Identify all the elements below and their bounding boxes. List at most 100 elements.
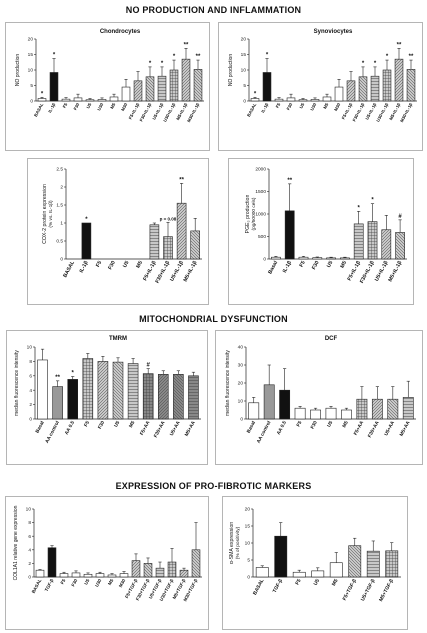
y-tick-label: 0 (263, 257, 266, 263)
y-tick-label: 10 (245, 541, 251, 547)
significance-label: * (161, 61, 164, 67)
significance-label: ** (184, 42, 189, 48)
y-tick-label: 2 (29, 402, 32, 408)
x-tick-label: M30 (120, 102, 129, 112)
bar (248, 402, 260, 420)
bar (271, 256, 281, 260)
significance-label: * (371, 198, 374, 204)
bar (35, 569, 45, 578)
y-axis-label: α-SMA expression (229, 522, 235, 564)
x-tick-label: BASAL (246, 102, 258, 118)
y-tick-label: 10 (27, 345, 33, 351)
y-axis-label: PGE₂ production (245, 195, 251, 234)
y-tick-label: 0 (28, 575, 31, 581)
y-tick-label: 20 (28, 37, 34, 43)
bar (382, 69, 392, 102)
x-tick-label: F5 (83, 420, 91, 428)
bar (310, 99, 320, 102)
significance-label: # (147, 363, 151, 369)
bar (406, 69, 416, 102)
y-tick-label: 10 (241, 68, 247, 74)
bar (52, 386, 63, 420)
y-axis-label: COX-2 protein expression (42, 184, 48, 244)
x-tick-label: IL-1β (282, 260, 293, 274)
bar (83, 573, 93, 578)
panel-dcf: DCF 0 10 20 30 40 median fluorescence intensit… (215, 330, 423, 465)
bar (95, 573, 105, 578)
bar (329, 562, 343, 578)
bar (67, 379, 79, 420)
x-tick-label: M5 (339, 260, 348, 269)
bar (107, 574, 117, 578)
y-tick-label: 6 (28, 534, 31, 540)
y-tick-label: 1000 (255, 212, 266, 218)
bar (193, 69, 203, 102)
x-tick-label: AA control (44, 420, 61, 444)
panel-tmrm: TMRM 0 2 4 6 8 10 median fluorescence intensity… (6, 330, 208, 465)
x-tick-label: F30 (107, 260, 117, 271)
x-tick-label: F30 (310, 420, 319, 430)
bar (85, 99, 95, 102)
y-tick-label: 0 (60, 257, 63, 263)
bar (133, 80, 143, 102)
bar (326, 257, 336, 260)
y-tick-label: 4 (29, 388, 32, 394)
bar (358, 76, 368, 102)
x-tick-label: U5 (313, 578, 321, 587)
y-tick-label: 1500 (255, 189, 266, 195)
y-tick-label: 15 (241, 52, 247, 58)
bar (109, 96, 119, 102)
y-tick-label: 8 (28, 520, 31, 526)
y-tick-label: 10 (26, 507, 32, 513)
panel-pge2: 0 500 1000 1500 2000 PGE₂ production (pg/50000… (228, 158, 414, 305)
x-tick-label: BASAL (31, 578, 43, 594)
x-tick-label: F5+IL-1β (128, 102, 141, 120)
chart-title: Synoviocytes (314, 29, 353, 35)
bar (370, 75, 380, 102)
x-tick-label: U5 (83, 578, 90, 586)
bar (346, 80, 356, 102)
x-tick-label: M5 (135, 260, 144, 269)
y-tick-label: 0 (247, 575, 250, 581)
bar (155, 567, 165, 578)
bar (387, 398, 399, 420)
significance-label: ** (397, 42, 402, 48)
x-tick-label: U5 (326, 420, 334, 429)
x-tick-label: F30+IL-1β (138, 102, 152, 122)
bar (274, 98, 284, 102)
bar (173, 374, 184, 420)
x-tick-label: TGF-β (44, 578, 55, 592)
x-tick-label: F30+IL-1β (351, 102, 365, 122)
bar (310, 409, 321, 420)
y-axis-label: COL1A1 relative gene expression (13, 505, 19, 580)
y-tick-label: 5 (243, 83, 246, 89)
y-axis-label: NO production (228, 54, 234, 86)
bar (157, 75, 167, 102)
bar (255, 567, 269, 578)
panel-asma: 0 5 10 15 20 α-SMA expression (% of positivity… (222, 496, 408, 630)
x-tick-label: U30+IL-1β (375, 102, 389, 123)
bar (188, 375, 199, 420)
x-tick-label: M5+IL-1β (183, 260, 199, 283)
x-tick-label: Basal (267, 260, 279, 276)
bar (274, 535, 288, 578)
x-tick-label: BASAL (33, 102, 45, 118)
bar (341, 409, 352, 420)
y-tick-label: 20 (241, 37, 247, 43)
bar (191, 549, 201, 578)
y-axis-label: NO production (15, 54, 21, 86)
bar (97, 99, 107, 102)
y-tick-label: 10 (28, 68, 34, 74)
x-tick-label: M5+AA (399, 420, 412, 438)
x-tick-label: U5+AA (169, 420, 182, 437)
y-axis-label-unit: (% of positivity) (235, 526, 241, 559)
bar (73, 97, 83, 102)
y-axis-label-unit: (pg/50000 cels) (251, 197, 257, 230)
x-tick-label: F5+AA (139, 420, 152, 437)
x-tick-label: F5 (275, 102, 282, 109)
chart-title: DCF (325, 336, 338, 342)
x-tick-label: F5 (294, 578, 302, 586)
bar (37, 98, 47, 102)
x-tick-label: U5 (326, 260, 334, 269)
bar (127, 363, 139, 420)
